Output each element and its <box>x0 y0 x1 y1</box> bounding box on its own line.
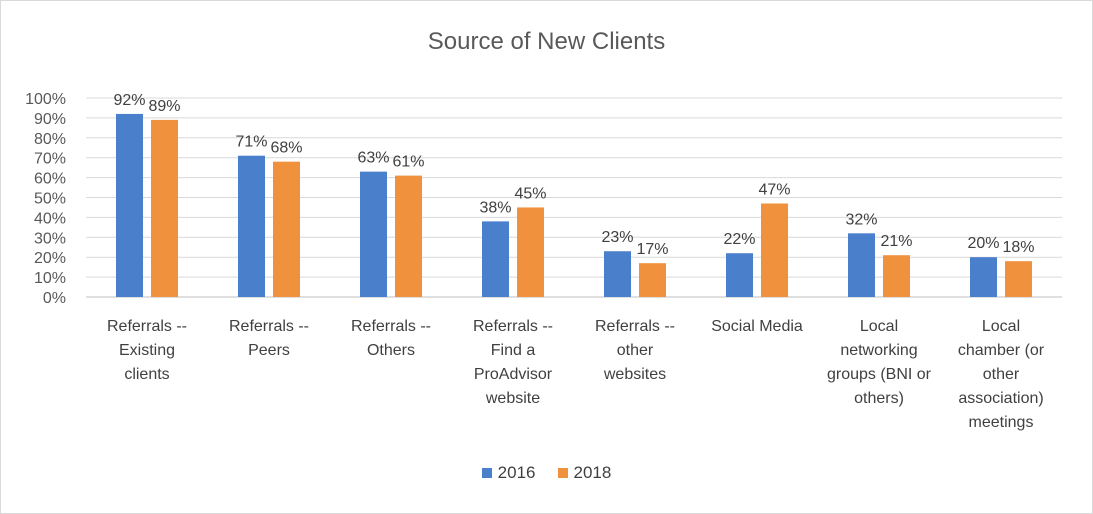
x-category-label-line: Local <box>982 318 1020 335</box>
data-label-2016: 38% <box>479 199 511 216</box>
data-label-2016: 71% <box>235 134 267 151</box>
legend-item-2016: 2016 <box>481 463 536 483</box>
x-category-label-line: other <box>617 342 654 359</box>
chart-title: Source of New Clients <box>427 28 666 55</box>
y-tick-label: 20% <box>34 250 66 267</box>
y-tick-label: 80% <box>34 131 66 148</box>
data-label-2016: 22% <box>723 231 755 248</box>
x-category-label: Local chamber (or other association) meeting… <box>958 318 1045 431</box>
y-tick-label: 60% <box>34 171 66 188</box>
legend-swatch-2016 <box>481 468 492 478</box>
x-category-label: Referrals -- Peers <box>229 318 309 359</box>
data-label-2018: 89% <box>148 98 180 115</box>
data-label-2016: 63% <box>357 150 389 167</box>
bar-2018 <box>395 175 422 297</box>
x-category-label: Social Media <box>711 318 803 335</box>
x-category-label-line: networking <box>840 342 917 359</box>
x-category-label-line: meetings <box>969 414 1034 431</box>
x-category-label-line: Peers <box>248 342 290 359</box>
bar-2018 <box>273 161 300 297</box>
legend-label-2016: 2016 <box>497 463 536 482</box>
x-category-label-line: groups (BNI or <box>827 366 932 383</box>
x-category-label-line: Referrals -- <box>351 318 431 335</box>
x-category-label-line: website <box>485 390 540 407</box>
bar-2016 <box>116 113 143 297</box>
y-tick-label: 40% <box>34 210 66 227</box>
x-category-label-line: Others <box>367 342 415 359</box>
y-tick-label: 30% <box>34 230 66 247</box>
data-label-2018: 21% <box>880 233 912 250</box>
data-label-2018: 68% <box>270 140 302 157</box>
legend: 2016 2018 <box>0 463 1093 483</box>
y-tick-label: 90% <box>34 111 66 128</box>
x-category-label: Referrals -- Others <box>351 318 431 359</box>
data-label-2016: 20% <box>967 235 999 252</box>
x-category-label-line: Referrals -- <box>595 318 675 335</box>
bar-2018 <box>1005 261 1032 297</box>
bar-2016 <box>238 155 265 297</box>
bar-2016 <box>726 253 753 297</box>
x-category-label-line: association) <box>958 390 1043 407</box>
y-tick-label: 50% <box>34 191 66 208</box>
x-category-label-line: ProAdvisor <box>474 366 553 383</box>
x-category-label: Referrals -- Existing clients <box>107 318 187 383</box>
bar-2016 <box>360 171 387 297</box>
x-category-label-line: others) <box>854 390 904 407</box>
x-category-label-line: chamber (or <box>958 342 1045 359</box>
bar-2016 <box>604 251 631 297</box>
y-tick-label: 100% <box>25 91 66 108</box>
x-category-label-line: Local <box>860 318 898 335</box>
x-category-label-line: Referrals -- <box>229 318 309 335</box>
data-label-2018: 61% <box>392 154 424 171</box>
x-category-label-line: websites <box>603 366 666 383</box>
data-label-2016: 32% <box>845 211 877 228</box>
y-tick-label: 70% <box>34 151 66 168</box>
data-label-2018: 17% <box>636 241 668 258</box>
legend-label-2018: 2018 <box>573 463 612 482</box>
bar-2018 <box>883 255 910 297</box>
x-category-label-line: Social Media <box>711 318 803 335</box>
x-category-label-line: Existing <box>119 342 175 359</box>
x-category-label-line: Referrals -- <box>473 318 553 335</box>
y-tick-label: 10% <box>34 270 66 287</box>
bar-2016 <box>970 257 997 297</box>
y-tick-label: 0% <box>43 290 66 307</box>
data-label-2018: 45% <box>514 185 546 202</box>
legend-swatch-2018 <box>557 468 568 478</box>
bar-2018 <box>761 203 788 297</box>
data-label-2018: 18% <box>1002 239 1034 256</box>
bar-2018 <box>151 119 178 297</box>
x-category-label-line: other <box>983 366 1020 383</box>
bar-2016 <box>482 221 509 297</box>
x-category-label-line: Referrals -- <box>107 318 187 335</box>
x-category-label-line: clients <box>124 366 169 383</box>
x-category-label: Referrals -- Find a ProAdvisor website <box>473 318 553 407</box>
bar-2018 <box>517 207 544 297</box>
x-category-label: Local networking groups (BNI or others) <box>827 318 932 407</box>
x-category-label: Referrals -- other websites <box>595 318 675 383</box>
bar-2018 <box>639 263 666 297</box>
data-label-2016: 92% <box>113 92 145 109</box>
legend-item-2018: 2018 <box>557 463 612 483</box>
data-label-2016: 23% <box>601 229 633 246</box>
data-label-2018: 47% <box>758 181 790 198</box>
bar-2016 <box>848 233 875 297</box>
x-category-label-line: Find a <box>491 342 536 359</box>
